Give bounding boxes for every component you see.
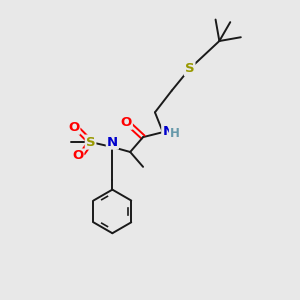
Text: N: N [107, 136, 118, 148]
Text: O: O [121, 116, 132, 129]
Text: H: H [170, 127, 180, 140]
Text: S: S [185, 62, 194, 75]
Text: O: O [68, 121, 79, 134]
Text: N: N [162, 125, 173, 138]
Text: O: O [72, 149, 83, 162]
Text: S: S [86, 136, 95, 148]
